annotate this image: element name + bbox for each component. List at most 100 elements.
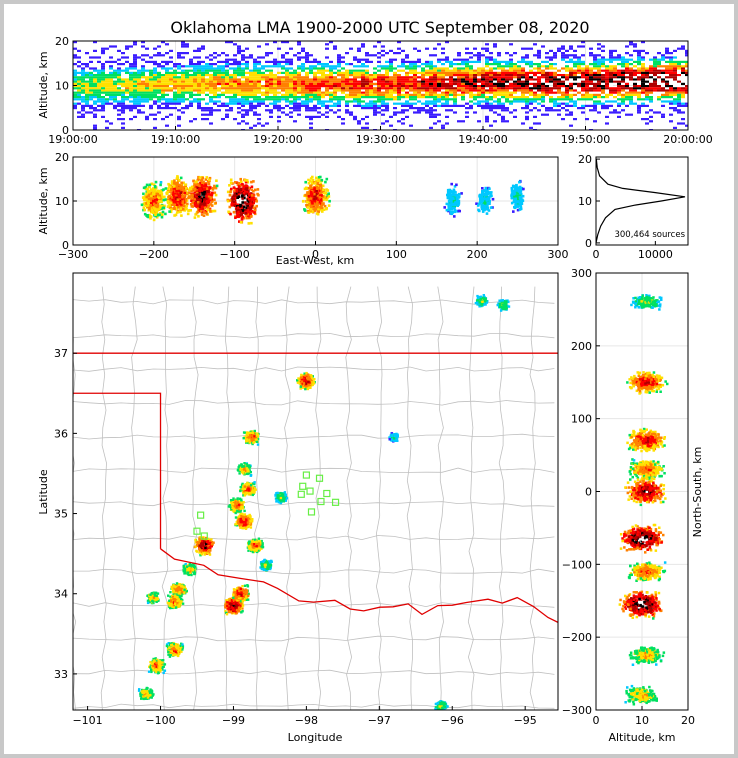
time-density-cell bbox=[485, 69, 489, 72]
time-density-cell bbox=[461, 60, 465, 63]
time-density-cell bbox=[321, 80, 325, 83]
time-density-cell bbox=[453, 71, 457, 74]
time-density-cell bbox=[121, 109, 125, 112]
time-density-cell bbox=[145, 47, 149, 50]
time-density-cell bbox=[413, 89, 417, 92]
time-density-cell bbox=[573, 82, 577, 85]
time-density-cell bbox=[593, 102, 597, 105]
time-density-cell bbox=[405, 115, 409, 118]
time-density-cell bbox=[421, 74, 425, 77]
time-density-cell bbox=[309, 69, 313, 72]
ew-density-cell bbox=[234, 196, 238, 200]
time-density-cell bbox=[613, 67, 617, 70]
time-density-cell bbox=[409, 104, 413, 107]
time-density-cell bbox=[305, 98, 309, 101]
time-density-cell bbox=[85, 96, 89, 99]
time-density-cell bbox=[297, 109, 301, 112]
time-density-cell bbox=[469, 67, 473, 70]
time-density-cell bbox=[105, 80, 109, 83]
time-density-cell bbox=[89, 98, 93, 101]
time-density-cell bbox=[657, 74, 661, 77]
time-density-cell bbox=[533, 67, 537, 70]
time-density-cell bbox=[329, 78, 333, 81]
time-density-cell bbox=[297, 56, 301, 59]
time-density-cell bbox=[537, 76, 541, 79]
time-density-cell bbox=[673, 102, 677, 105]
ew-density-cell bbox=[250, 221, 253, 225]
time-density-cell bbox=[205, 69, 209, 72]
time-density-cell bbox=[585, 76, 589, 79]
time-density-cell bbox=[441, 96, 445, 99]
time-density-cell bbox=[141, 54, 145, 57]
time-density-cell bbox=[149, 76, 153, 79]
time-density-cell bbox=[569, 124, 573, 127]
time-density-cell bbox=[129, 82, 133, 85]
time-density-cell bbox=[281, 65, 285, 68]
time-density-cell bbox=[305, 54, 309, 57]
time-density-cell bbox=[161, 82, 165, 85]
time-density-cell bbox=[121, 89, 125, 92]
time-density-cell bbox=[613, 96, 617, 99]
time-density-cell bbox=[641, 58, 645, 61]
time-density-cell bbox=[553, 85, 557, 88]
time-density-cell bbox=[237, 67, 241, 70]
time-density-cell bbox=[557, 47, 561, 50]
time-density-cell bbox=[297, 67, 301, 70]
ew-density-cell bbox=[142, 186, 146, 190]
time-density-cell bbox=[305, 85, 309, 88]
time-density-cell bbox=[173, 96, 177, 99]
time-density-cell bbox=[209, 78, 213, 81]
ew-density-cell bbox=[213, 209, 217, 213]
time-density-cell bbox=[485, 96, 489, 99]
time-ticks: 19:00:00 19:10:00 19:20:00 19:30:00 19:40:00… bbox=[48, 35, 712, 146]
time-density-cell bbox=[417, 80, 421, 83]
time-density-cell bbox=[345, 69, 349, 72]
ew-density-cell bbox=[148, 197, 152, 201]
time-density-cell bbox=[545, 56, 549, 59]
time-density-cell bbox=[353, 85, 357, 88]
time-density-cell bbox=[669, 58, 673, 61]
time-density-cell bbox=[453, 100, 457, 103]
time-density-cell bbox=[221, 93, 225, 96]
time-density-cell bbox=[85, 65, 89, 68]
time-density-cell bbox=[525, 96, 529, 99]
time-density-cell bbox=[469, 93, 473, 96]
time-density-cell bbox=[533, 100, 537, 103]
time-density-cell bbox=[161, 118, 165, 121]
time-density-cell bbox=[501, 118, 505, 121]
time-density-cell bbox=[617, 104, 621, 107]
time-density-cell bbox=[361, 107, 365, 110]
time-density-cell bbox=[561, 67, 565, 70]
time-density-cell bbox=[305, 91, 309, 94]
time-density-cell bbox=[209, 96, 213, 99]
time-density-cell bbox=[269, 102, 273, 105]
time-density-cell bbox=[325, 56, 329, 59]
time-density-cell bbox=[537, 85, 541, 88]
ew-density-cell bbox=[244, 190, 247, 193]
time-density-cell bbox=[385, 102, 389, 105]
time-density-cell bbox=[329, 41, 333, 44]
time-density-cell bbox=[445, 96, 449, 99]
time-density-cell bbox=[601, 85, 605, 88]
time-density-cell bbox=[153, 89, 157, 92]
time-density-cell bbox=[489, 69, 493, 72]
ew-density-cell bbox=[179, 176, 183, 180]
time-density-cell bbox=[261, 67, 265, 70]
time-density-cell bbox=[373, 89, 377, 92]
ew-density-cell bbox=[176, 192, 180, 196]
time-density-cell bbox=[93, 102, 97, 105]
time-density-cell bbox=[477, 100, 481, 103]
time-density-cell bbox=[161, 74, 165, 77]
time-density-cell bbox=[497, 63, 501, 66]
time-density-cell bbox=[301, 76, 305, 79]
time-density-cell bbox=[205, 63, 209, 66]
ew-density-cell bbox=[173, 206, 176, 210]
time-density-cell bbox=[377, 65, 381, 68]
time-density-cell bbox=[429, 69, 433, 72]
time-density-cell bbox=[541, 100, 545, 103]
time-density-cell bbox=[517, 67, 521, 70]
time-density-cell bbox=[401, 58, 405, 61]
time-density-cell bbox=[277, 80, 281, 83]
time-density-cell bbox=[625, 71, 629, 74]
ew-density-cell bbox=[201, 191, 204, 195]
